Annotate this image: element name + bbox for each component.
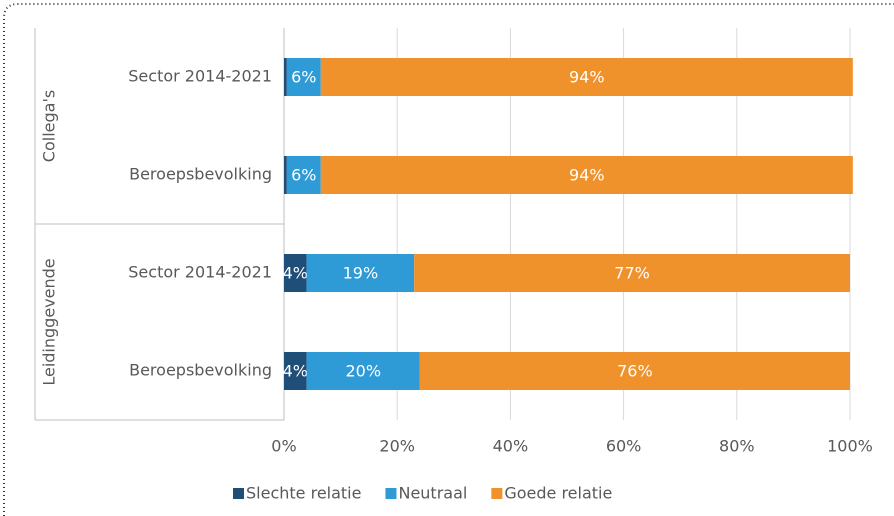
legend-label: Neutraal [398,484,467,503]
x-tick-label: 60% [606,437,642,456]
x-tick-label: 100% [827,437,873,456]
group-label: Leidinggevende [40,258,59,385]
bar-segment [320,58,853,96]
group-label: Collega's [40,90,59,162]
data-label: 20% [345,362,381,381]
y-tick-label: Sector 2014-2021 [128,263,272,282]
bar-segment [286,156,321,194]
bar-segment [284,156,287,194]
y-tick-label: Beroepsbevolking [129,361,272,380]
data-label: 6% [291,68,316,87]
data-label: 4% [283,362,308,381]
legend-swatch [385,488,397,499]
legend-label: Goede relatie [504,484,612,503]
data-label: 6% [291,166,316,185]
frame [3,3,894,516]
legend-label: Slechte relatie [246,484,361,503]
bar-segment [284,58,287,96]
data-label: 77% [614,264,650,283]
data-label: 94% [569,166,605,185]
x-tick-label: 80% [719,437,755,456]
bar-segment [320,156,853,194]
bar-segment [284,254,307,292]
x-tick-label: 20% [379,437,415,456]
data-label: 94% [569,68,605,87]
data-label: 19% [343,264,379,283]
legend-swatch [491,488,503,499]
data-label: 76% [617,362,653,381]
bar-segment [284,352,307,390]
bar-segment [414,254,850,292]
data-label: 4% [283,264,308,283]
bar-segment [286,58,321,96]
x-tick-label: 40% [493,437,529,456]
x-tick-label: 0% [271,437,296,456]
y-tick-label: Sector 2014-2021 [128,67,272,86]
bar-segment [419,352,850,390]
bar-segment [306,254,415,292]
bar-segment [306,352,420,390]
legend-swatch [233,488,244,499]
y-tick-label: Beroepsbevolking [129,165,272,184]
